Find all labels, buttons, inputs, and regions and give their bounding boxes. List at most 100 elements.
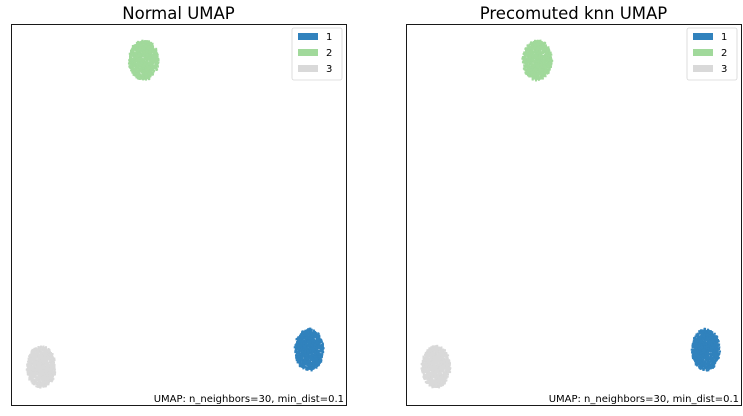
point bbox=[695, 334, 698, 337]
point bbox=[138, 55, 141, 58]
point bbox=[705, 337, 708, 340]
point bbox=[156, 55, 159, 58]
point bbox=[297, 355, 300, 358]
point bbox=[306, 368, 309, 371]
point bbox=[701, 340, 704, 343]
point bbox=[714, 352, 717, 355]
point bbox=[296, 348, 299, 351]
point bbox=[40, 369, 43, 372]
point bbox=[52, 377, 55, 380]
point bbox=[700, 358, 703, 361]
point bbox=[52, 372, 55, 375]
point bbox=[38, 377, 41, 380]
point bbox=[146, 47, 149, 50]
point bbox=[154, 51, 157, 54]
point bbox=[47, 354, 50, 357]
point bbox=[40, 368, 43, 371]
point bbox=[302, 359, 305, 362]
point bbox=[301, 358, 304, 361]
point bbox=[152, 55, 154, 58]
point bbox=[135, 76, 138, 79]
point bbox=[701, 348, 704, 351]
legend-swatch-2 bbox=[298, 49, 318, 56]
point bbox=[41, 346, 44, 349]
point bbox=[694, 352, 697, 355]
point bbox=[43, 372, 46, 375]
legend-label-2: 2 bbox=[326, 48, 332, 59]
point bbox=[311, 338, 314, 341]
point bbox=[38, 363, 41, 366]
point bbox=[310, 351, 313, 354]
point bbox=[144, 42, 147, 45]
point bbox=[141, 77, 144, 80]
point bbox=[134, 63, 137, 66]
point bbox=[711, 336, 714, 339]
point bbox=[694, 342, 697, 345]
point bbox=[697, 354, 700, 357]
point bbox=[34, 382, 37, 385]
point bbox=[132, 69, 135, 72]
point bbox=[711, 348, 714, 351]
point bbox=[52, 361, 55, 364]
point bbox=[707, 362, 710, 365]
point bbox=[302, 332, 305, 335]
point bbox=[152, 60, 155, 63]
point bbox=[297, 348, 300, 351]
point bbox=[44, 357, 47, 360]
point bbox=[703, 345, 706, 348]
point bbox=[137, 58, 140, 61]
point bbox=[298, 358, 301, 361]
point bbox=[133, 62, 136, 65]
point bbox=[145, 64, 147, 67]
point bbox=[302, 367, 305, 370]
point bbox=[34, 368, 37, 371]
point bbox=[151, 73, 154, 76]
point bbox=[134, 68, 137, 71]
point bbox=[696, 349, 699, 352]
point bbox=[692, 356, 695, 359]
point bbox=[312, 334, 315, 337]
point bbox=[32, 367, 35, 370]
point bbox=[712, 357, 715, 360]
point bbox=[302, 354, 305, 357]
point bbox=[305, 354, 308, 357]
point bbox=[694, 360, 697, 363]
point bbox=[709, 366, 712, 368]
point bbox=[301, 334, 304, 337]
point bbox=[141, 59, 144, 62]
point bbox=[706, 369, 709, 372]
point bbox=[51, 379, 54, 382]
point bbox=[145, 78, 148, 81]
point bbox=[701, 338, 704, 341]
point bbox=[150, 41, 153, 44]
point bbox=[714, 339, 717, 342]
point bbox=[716, 354, 719, 357]
point bbox=[717, 340, 720, 343]
point bbox=[718, 343, 721, 346]
point bbox=[310, 354, 313, 357]
point bbox=[28, 363, 31, 366]
point bbox=[38, 351, 41, 354]
point bbox=[321, 346, 324, 349]
point bbox=[138, 70, 141, 73]
point bbox=[27, 369, 30, 372]
point bbox=[131, 61, 134, 64]
point bbox=[308, 367, 311, 370]
point bbox=[311, 336, 314, 339]
point bbox=[708, 357, 711, 359]
point bbox=[43, 367, 46, 370]
point bbox=[30, 350, 33, 353]
point bbox=[145, 75, 148, 77]
point bbox=[703, 355, 706, 358]
point bbox=[705, 356, 708, 359]
point bbox=[40, 362, 43, 365]
point bbox=[45, 356, 48, 359]
point bbox=[303, 345, 306, 348]
point bbox=[36, 379, 39, 382]
point bbox=[317, 345, 320, 348]
point bbox=[134, 44, 137, 47]
point bbox=[693, 343, 696, 346]
point bbox=[302, 339, 305, 342]
point bbox=[140, 71, 143, 74]
point bbox=[49, 365, 52, 368]
